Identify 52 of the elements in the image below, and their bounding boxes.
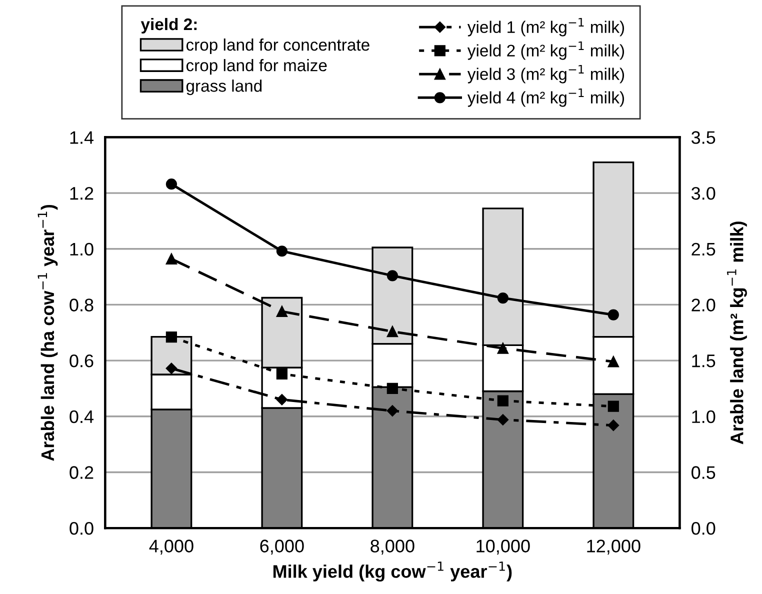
point <box>276 368 288 380</box>
x-tick-label: 12,000 <box>587 540 640 555</box>
legend-label: grass land <box>186 80 262 96</box>
y-tick-label: 0.6 <box>70 354 94 368</box>
point <box>166 332 178 343</box>
y-tick-label: 0.0 <box>70 522 94 535</box>
legend-label: yield 1 (m² kg$^{−1}$ milk) <box>467 18 624 36</box>
point <box>386 270 398 282</box>
y-tick-label: 1.2 <box>70 186 94 200</box>
point <box>166 178 178 190</box>
y-tick-label: 0.4 <box>70 410 94 424</box>
y2-tick-label: 0.0 <box>692 522 716 535</box>
y2-tick-label: 3.0 <box>692 186 716 200</box>
legend-label: yield 2 (m² kg$^{−1}$ milk) <box>467 41 624 60</box>
point <box>608 309 619 320</box>
point <box>386 405 398 416</box>
point <box>276 306 288 317</box>
x-axis-title: Milk yield (kg cow$^{−1}$ year$^{−1}$) <box>273 562 512 582</box>
y-tick-label: 1.4 <box>70 131 94 144</box>
y-tick-label: 1.0 <box>70 242 94 256</box>
legend-label: crop land for concentrate <box>186 38 370 54</box>
point <box>166 253 178 264</box>
x-tick-label: 10,000 <box>476 540 530 555</box>
legend-label: yield 4 (m² kg$^{−1}$ milk) <box>467 88 624 107</box>
point <box>386 326 398 338</box>
point <box>497 395 508 406</box>
point <box>276 394 288 406</box>
point <box>608 356 619 368</box>
y2-tick-label: 2.0 <box>692 298 716 312</box>
point <box>276 246 288 257</box>
point <box>166 362 178 374</box>
point <box>497 414 509 426</box>
y-axis-title: Arable land (ha cow$^{−1}$ year$^{−1}$) <box>38 204 58 461</box>
point <box>608 400 619 412</box>
y2-tick-label: 1.5 <box>692 354 716 368</box>
x-tick-label: 8,000 <box>370 540 414 555</box>
y-tick-label: 0.2 <box>70 466 94 479</box>
y2-tick-label: 2.5 <box>692 242 716 256</box>
x-tick-label: 4,000 <box>149 540 194 555</box>
point <box>497 292 508 304</box>
y2-tick-label: 1.0 <box>692 410 716 424</box>
point <box>497 342 508 354</box>
legend-label: yield 3 (m² kg$^{−1}$ milk) <box>467 64 624 84</box>
x-tick-label: 6,000 <box>260 540 304 555</box>
point <box>386 382 398 394</box>
point <box>608 420 620 431</box>
y2-tick-label: 0.5 <box>692 466 716 479</box>
y2-axis-title: Arable land (m² kg$^{−1}$ milk) <box>727 222 747 444</box>
legend-title: yield 2: <box>140 18 197 34</box>
y2-tick-label: 3.5 <box>692 131 716 144</box>
y-tick-label: 0.8 <box>70 298 94 312</box>
legend-label: crop land for maize <box>186 59 327 75</box>
